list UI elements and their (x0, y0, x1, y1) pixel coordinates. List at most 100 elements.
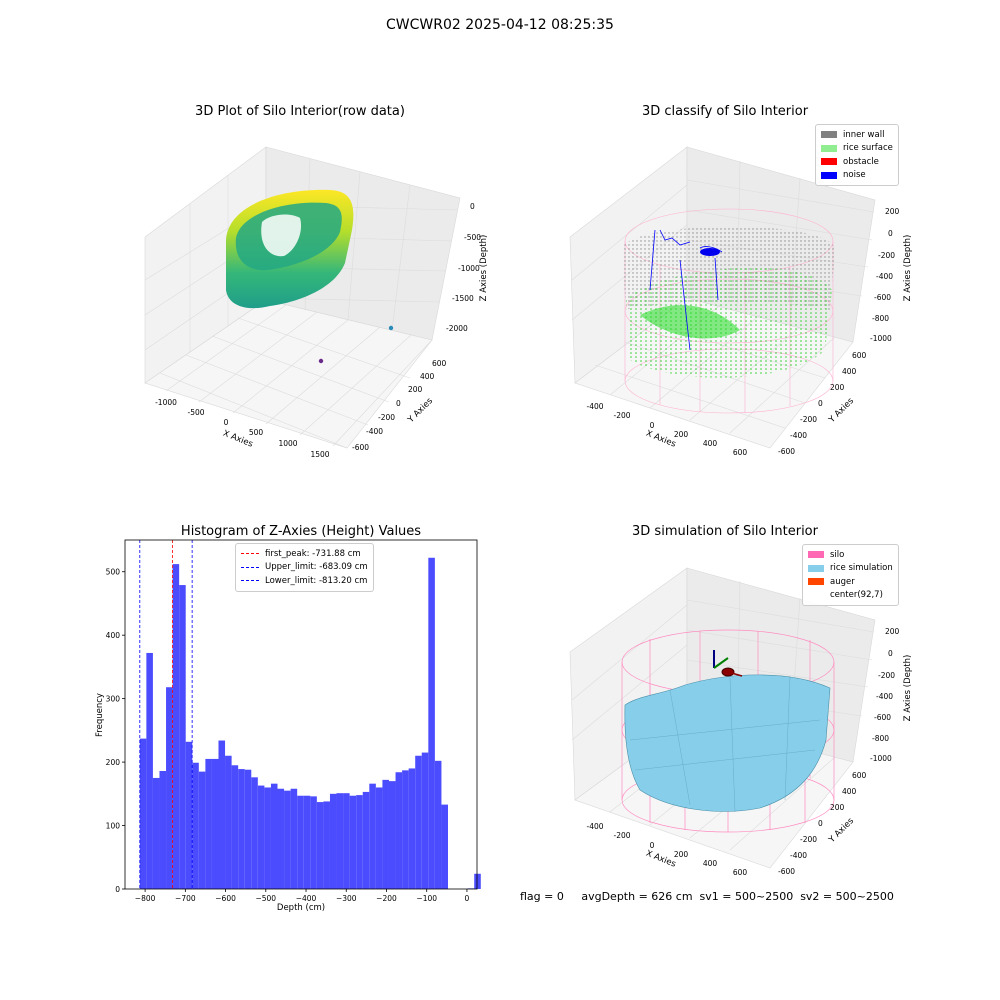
panel4-y-tick: 400 (842, 787, 857, 796)
histogram-bar (290, 788, 298, 889)
panel4-y-tick: 0 (818, 819, 823, 828)
panel1-z-tick: -500 (464, 233, 481, 242)
status-line: flag = 0 avgDepth = 626 cm sv1 = 500~250… (520, 890, 894, 903)
histogram-bar (198, 771, 206, 889)
histogram-bar (369, 783, 376, 889)
panel2-z-label: Z Axies (Depth) (903, 235, 913, 302)
panel1-outlier-point (318, 358, 324, 364)
panel1-z-tick: -2000 (446, 324, 468, 333)
panel1-y-tick: -600 (352, 443, 369, 452)
panel1-y-label: Y Axies (405, 396, 435, 426)
histogram-x-ticks: −800 −700 −600 −500 −400 −300 −200 −100 0 (135, 889, 470, 903)
legend-entry-upper-limit: Upper_limit: -683.09 cm (241, 561, 368, 575)
legend-entry-first-peak: first_peak: -731.88 cm (241, 547, 368, 561)
histogram-bar (257, 785, 265, 889)
histogram-bar (329, 793, 337, 889)
histogram-y-tick-label: 500 (106, 568, 121, 577)
panel1-x-tick: 500 (249, 428, 264, 437)
panel4-rice-simulation-surface (624, 674, 831, 812)
panel4-z-tick: -600 (874, 713, 891, 722)
legend-entry-noise: noise (821, 169, 893, 183)
histogram-bar (408, 768, 416, 889)
histogram-bar (139, 738, 147, 889)
panel4-z-label: Z Axies (Depth) (903, 655, 913, 722)
histogram-bar (244, 769, 252, 889)
histogram-bar (251, 777, 258, 889)
histogram-bar (166, 687, 173, 889)
histogram-bar (205, 758, 212, 889)
panel1-x-tick: 0 (224, 418, 229, 427)
histogram-x-tick-label: −100 (416, 894, 437, 903)
panel1-x-tick: 1500 (310, 450, 329, 459)
panel1-x-tick: -500 (187, 408, 204, 417)
histogram-bar (441, 804, 448, 889)
panel4-y-tick: 600 (852, 771, 867, 780)
histogram-bar (434, 760, 442, 889)
panel2-z-tick: 0 (888, 229, 893, 238)
panel4-y-label: Y Axies (826, 816, 856, 846)
panel4-z-tick: -200 (878, 671, 895, 680)
panel2-y-tick: 0 (818, 399, 823, 408)
panel1-z-tick: -1000 (458, 264, 480, 273)
panel2-z-tick: -400 (876, 272, 893, 281)
panel4-z-tick: 200 (885, 627, 900, 636)
histogram-bar (336, 793, 344, 889)
histogram-y-tick-label: 0 (115, 885, 120, 894)
histogram-bar (356, 795, 363, 889)
panel2-y-tick: -200 (800, 415, 817, 424)
histogram-x-tick-label: −700 (175, 894, 196, 903)
histogram-bar (375, 787, 383, 889)
panel2-x-label: X Axies (644, 429, 677, 450)
histogram-bar (192, 762, 199, 889)
histogram-x-tick-label: −300 (336, 894, 357, 903)
histogram-bar (185, 741, 193, 889)
panel4-x-label: X Axies (644, 849, 677, 870)
panel1-z-tick: 0 (470, 202, 475, 211)
panel1-x-tick: -1000 (155, 398, 177, 407)
histogram-x-tick-label: −800 (135, 894, 156, 903)
legend-entry-inner-wall: inner wall (821, 128, 893, 142)
histogram-bar (323, 801, 330, 889)
panel2-y-tick: 400 (842, 367, 857, 376)
panel1-y-tick: -200 (378, 413, 395, 422)
legend-entry-silo: silo (808, 548, 893, 562)
histogram-vlines (139, 540, 193, 889)
panel4-y-tick: 200 (830, 803, 845, 812)
histogram-y-tick-label: 200 (106, 758, 121, 767)
histogram-bar (231, 765, 239, 889)
panel2-z-tick: -800 (872, 314, 889, 323)
histogram-bar (277, 788, 285, 889)
panel2-legend: inner wall rice surface obstacle noise (815, 124, 899, 186)
histogram-y-tick-label: 100 (106, 822, 121, 831)
histogram-bar (225, 755, 232, 889)
panel4-x-tick: 600 (733, 868, 748, 877)
legend-entry-lower-limit: Lower_limit: -813.20 cm (241, 574, 368, 588)
histogram-y-tick-label: 400 (106, 631, 121, 640)
histogram-y-label: Frequency (95, 693, 105, 737)
panel2-x-tick: 0 (650, 421, 655, 430)
histogram-bar (388, 781, 396, 889)
histogram-bar (310, 796, 317, 889)
panel1-y-tick: -400 (366, 427, 383, 436)
panel4-z-tick: -1000 (870, 754, 892, 763)
panel4-y-tick: -400 (790, 851, 807, 860)
panel2-3d-axes: -400 -200 0 200 400 600 -600 -400 -200 0… (569, 146, 913, 457)
histogram-x-tick-label: −500 (255, 894, 276, 903)
histogram-bar (382, 779, 389, 889)
panel2-x-tick: 200 (674, 430, 689, 439)
panel2-x-tick: 600 (733, 448, 748, 457)
histogram-bar (211, 758, 219, 889)
panel1-y-tick: 200 (408, 385, 423, 394)
panel2-y-label: Y Axies (826, 396, 856, 426)
panel3-title: Histogram of Z-Axies (Height) Values (180, 524, 422, 539)
panel4-y-tick: -200 (800, 835, 817, 844)
panel1-z-label: Z Axies (Depth) (479, 235, 489, 302)
panel2-z-tick: -1000 (870, 334, 892, 343)
legend-entry-obstacle: obstacle (821, 155, 893, 169)
histogram-bar (238, 769, 245, 889)
panel2-y-tick: -600 (778, 447, 795, 456)
panel2-noise-points (649, 229, 723, 351)
panel1-z-tick: -1500 (452, 294, 474, 303)
panel1-x-tick: 1000 (278, 439, 297, 448)
panel2-y-tick: 200 (830, 383, 845, 392)
